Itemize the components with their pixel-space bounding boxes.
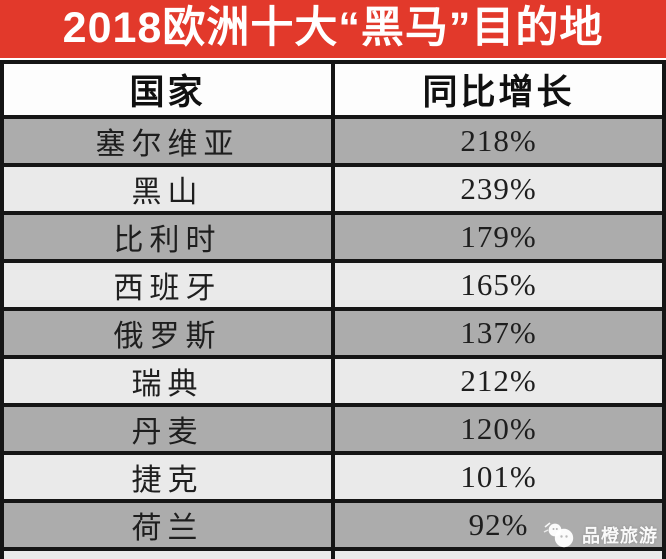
- table-row: 瑞典 212%: [0, 355, 666, 407]
- country-cell: 比利时: [0, 211, 335, 263]
- growth-cell: 120%: [331, 403, 666, 455]
- column-header-country: 国家: [0, 60, 335, 119]
- growth-cell: 179%: [331, 211, 666, 263]
- growth-cell: 77%: [331, 547, 666, 559]
- table-row: 西班牙 165%: [0, 259, 666, 311]
- growth-cell: 165%: [331, 259, 666, 311]
- table-row: 俄罗斯 137%: [0, 307, 666, 359]
- country-cell: 荷兰: [0, 499, 335, 551]
- table-body: 塞尔维亚 218% 黑山 239% 比利时 179% 西班牙 165% 俄罗斯 137% 瑞典 212…: [0, 115, 666, 559]
- table-row: 捷克 101%: [0, 451, 666, 503]
- header-row: 国家 同比增长: [0, 60, 666, 119]
- country-cell: 黑山: [0, 163, 335, 215]
- growth-cell: 101%: [331, 451, 666, 503]
- country-cell: 捷克: [0, 451, 335, 503]
- country-cell: 丹麦: [0, 403, 335, 455]
- country-cell: 西班牙: [0, 259, 335, 311]
- table-row: 塞尔维亚 218%: [0, 115, 666, 167]
- table-header: 国家 同比增长: [0, 60, 666, 119]
- table-row: 黑山 239%: [0, 163, 666, 215]
- table-row: 荷兰 92%: [0, 499, 666, 551]
- growth-cell: 218%: [331, 115, 666, 167]
- column-header-growth: 同比增长: [331, 60, 666, 119]
- growth-table: 国家 同比增长 塞尔维亚 218% 黑山 239% 比利时 179% 西班牙 165% 俄罗斯 1…: [0, 60, 666, 559]
- country-cell: 俄罗斯: [0, 307, 335, 359]
- growth-cell: 212%: [331, 355, 666, 407]
- country-cell: 瑞典: [0, 355, 335, 407]
- title-banner: 2018欧洲十大“黑马”目的地: [0, 0, 666, 58]
- country-cell: 塞尔维亚: [0, 115, 335, 167]
- table-row: 比利时 179%: [0, 211, 666, 263]
- growth-cell: 137%: [331, 307, 666, 359]
- growth-cell: 239%: [331, 163, 666, 215]
- growth-cell: 92%: [331, 499, 666, 551]
- country-cell: 芬兰: [0, 547, 335, 559]
- page-title: 2018欧洲十大“黑马”目的地: [62, 3, 604, 52]
- table-row: 芬兰77%: [0, 547, 666, 559]
- table-row: 丹麦 120%: [0, 403, 666, 455]
